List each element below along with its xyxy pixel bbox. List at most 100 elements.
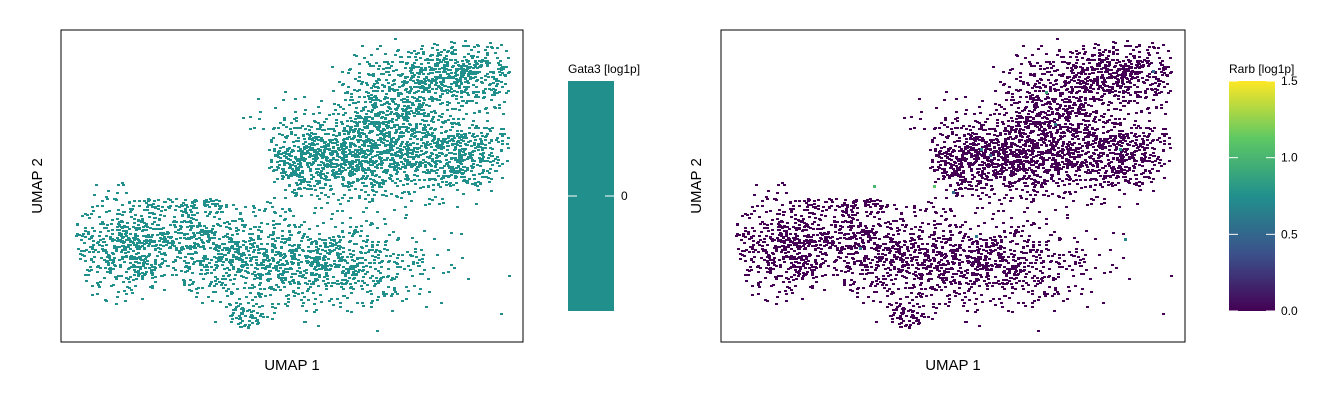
- data-point: [413, 179, 416, 181]
- data-point: [130, 289, 133, 291]
- data-point: [1103, 141, 1106, 143]
- data-point: [281, 178, 284, 180]
- data-point: [319, 124, 322, 126]
- data-point: [417, 80, 420, 82]
- data-point: [337, 113, 340, 115]
- data-point: [93, 256, 96, 258]
- data-point: [414, 66, 417, 68]
- data-point: [303, 96, 306, 98]
- data-point: [332, 172, 335, 174]
- data-point: [317, 325, 320, 327]
- data-point: [127, 268, 130, 270]
- data-point: [234, 251, 237, 253]
- data-point: [316, 252, 319, 254]
- data-point: [324, 283, 327, 285]
- data-point: [322, 187, 325, 189]
- data-point: [115, 248, 118, 250]
- data-point: [339, 239, 342, 241]
- data-point: [944, 155, 947, 157]
- data-point: [334, 138, 337, 140]
- data-point: [426, 169, 429, 171]
- data-point: [206, 230, 209, 232]
- data-point: [282, 160, 285, 162]
- data-point: [408, 92, 411, 94]
- data-point: [238, 315, 241, 317]
- data-point: [468, 63, 471, 65]
- data-point: [107, 230, 110, 232]
- data-point: [366, 291, 369, 293]
- data-point: [378, 250, 381, 252]
- data-point: [399, 180, 402, 182]
- data-point: [450, 166, 453, 168]
- data-point: [358, 146, 361, 148]
- data-point: [462, 74, 465, 76]
- data-point: [372, 75, 375, 77]
- data-point: [404, 206, 407, 208]
- data-point: [365, 141, 368, 143]
- data-point: [462, 63, 465, 65]
- data-point: [291, 245, 294, 247]
- data-point: [389, 142, 392, 144]
- data-point: [206, 272, 209, 274]
- data-point: [340, 166, 343, 168]
- data-point: [178, 206, 181, 208]
- data-point: [271, 303, 274, 305]
- data-point: [187, 214, 190, 216]
- data-point: [343, 162, 346, 164]
- data-point: [993, 172, 996, 174]
- data-point: [919, 118, 922, 120]
- data-point: [472, 84, 475, 86]
- data-point: [345, 156, 348, 158]
- data-point: [435, 78, 438, 80]
- data-point: [278, 164, 281, 166]
- data-point: [465, 102, 468, 104]
- data-point: [1128, 158, 1131, 160]
- data-point: [315, 269, 318, 271]
- data-point: [223, 243, 226, 245]
- data-point: [405, 76, 408, 78]
- data-point: [102, 241, 105, 243]
- data-point: [413, 115, 416, 117]
- data-point: [256, 277, 259, 279]
- data-point: [421, 258, 424, 260]
- data-point: [421, 45, 424, 47]
- data-point: [180, 270, 183, 272]
- data-point: [127, 278, 130, 280]
- data-point: [230, 293, 233, 295]
- data-point: [460, 90, 463, 92]
- data-point: [188, 284, 191, 286]
- data-point: [1002, 183, 1005, 185]
- data-point: [377, 241, 380, 243]
- data-point: [377, 115, 380, 117]
- data-point: [320, 192, 323, 194]
- data-point: [321, 129, 324, 131]
- data-point: [260, 293, 263, 295]
- data-point: [223, 254, 226, 256]
- data-point: [364, 101, 367, 103]
- data-point: [402, 163, 405, 165]
- data-point: [433, 79, 436, 81]
- data-point: [360, 285, 363, 287]
- data-point: [334, 166, 337, 168]
- data-point: [461, 257, 464, 259]
- data-point: [421, 162, 424, 164]
- data-point: [281, 238, 284, 240]
- data-point: [330, 298, 333, 300]
- data-point: [235, 227, 238, 229]
- data-point: [303, 113, 306, 115]
- data-point: [365, 207, 368, 209]
- y-axis-label: UMAP 2: [29, 158, 46, 214]
- data-point: [319, 150, 322, 152]
- data-point: [143, 255, 146, 257]
- data-point: [320, 140, 323, 142]
- data-point: [91, 246, 94, 248]
- data-point: [458, 157, 461, 159]
- data-point: [293, 244, 296, 246]
- data-point: [413, 163, 416, 165]
- data-point: [458, 124, 461, 126]
- data-point: [163, 274, 166, 276]
- data-point: [365, 265, 368, 267]
- data-point: [123, 211, 126, 213]
- data-point: [292, 161, 295, 163]
- data-point: [427, 91, 430, 93]
